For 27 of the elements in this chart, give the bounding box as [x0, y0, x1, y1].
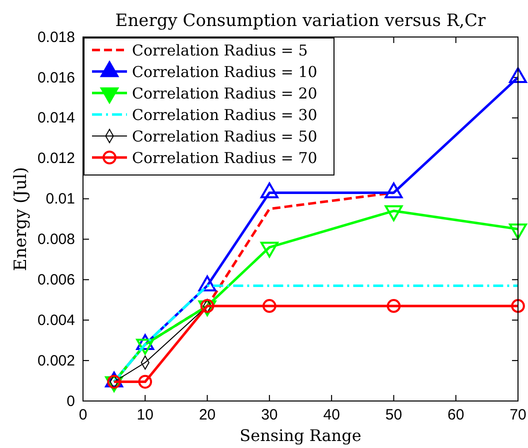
x-tick-label: 30: [261, 406, 278, 424]
y-tick-label: 0.016: [37, 69, 75, 86]
y-tick-label: 0.004: [37, 312, 75, 329]
x-tick-label: 50: [385, 406, 402, 424]
legend-label: Correlation Radius = 50: [132, 128, 318, 146]
legend-label: Correlation Radius = 70: [132, 149, 318, 167]
x-tick-label: 60: [448, 406, 464, 424]
x-tick-label: 70: [510, 406, 526, 424]
x-tick-label: 0: [78, 406, 88, 424]
x-axis-title: Sensing Range: [240, 426, 362, 445]
y-tick-label: 0.018: [37, 28, 75, 46]
y-tick-label: 0.012: [37, 150, 75, 168]
y-tick-label: 0.006: [37, 271, 75, 288]
legend-label: Correlation Radius = 30: [132, 106, 318, 124]
legend-label: Correlation Radius = 5: [132, 42, 308, 60]
x-tick-label: 40: [323, 406, 340, 424]
y-tick-label: 0.008: [37, 231, 75, 248]
y-tick-label: 0.01: [46, 190, 75, 208]
y-tick-label: 0.014: [37, 110, 75, 127]
x-tick-label: 20: [198, 406, 216, 424]
y-tick-label: 0: [66, 392, 75, 410]
x-tick-label: 10: [136, 406, 154, 424]
legend-label: Correlation Radius = 10: [132, 63, 318, 81]
y-axis-title: Energy (Jul): [11, 167, 31, 271]
legend-label: Correlation Radius = 20: [132, 84, 318, 102]
y-tick-label: 0.002: [37, 352, 75, 370]
chart-title: Energy Consumption variation versus R,Cr: [115, 11, 487, 31]
